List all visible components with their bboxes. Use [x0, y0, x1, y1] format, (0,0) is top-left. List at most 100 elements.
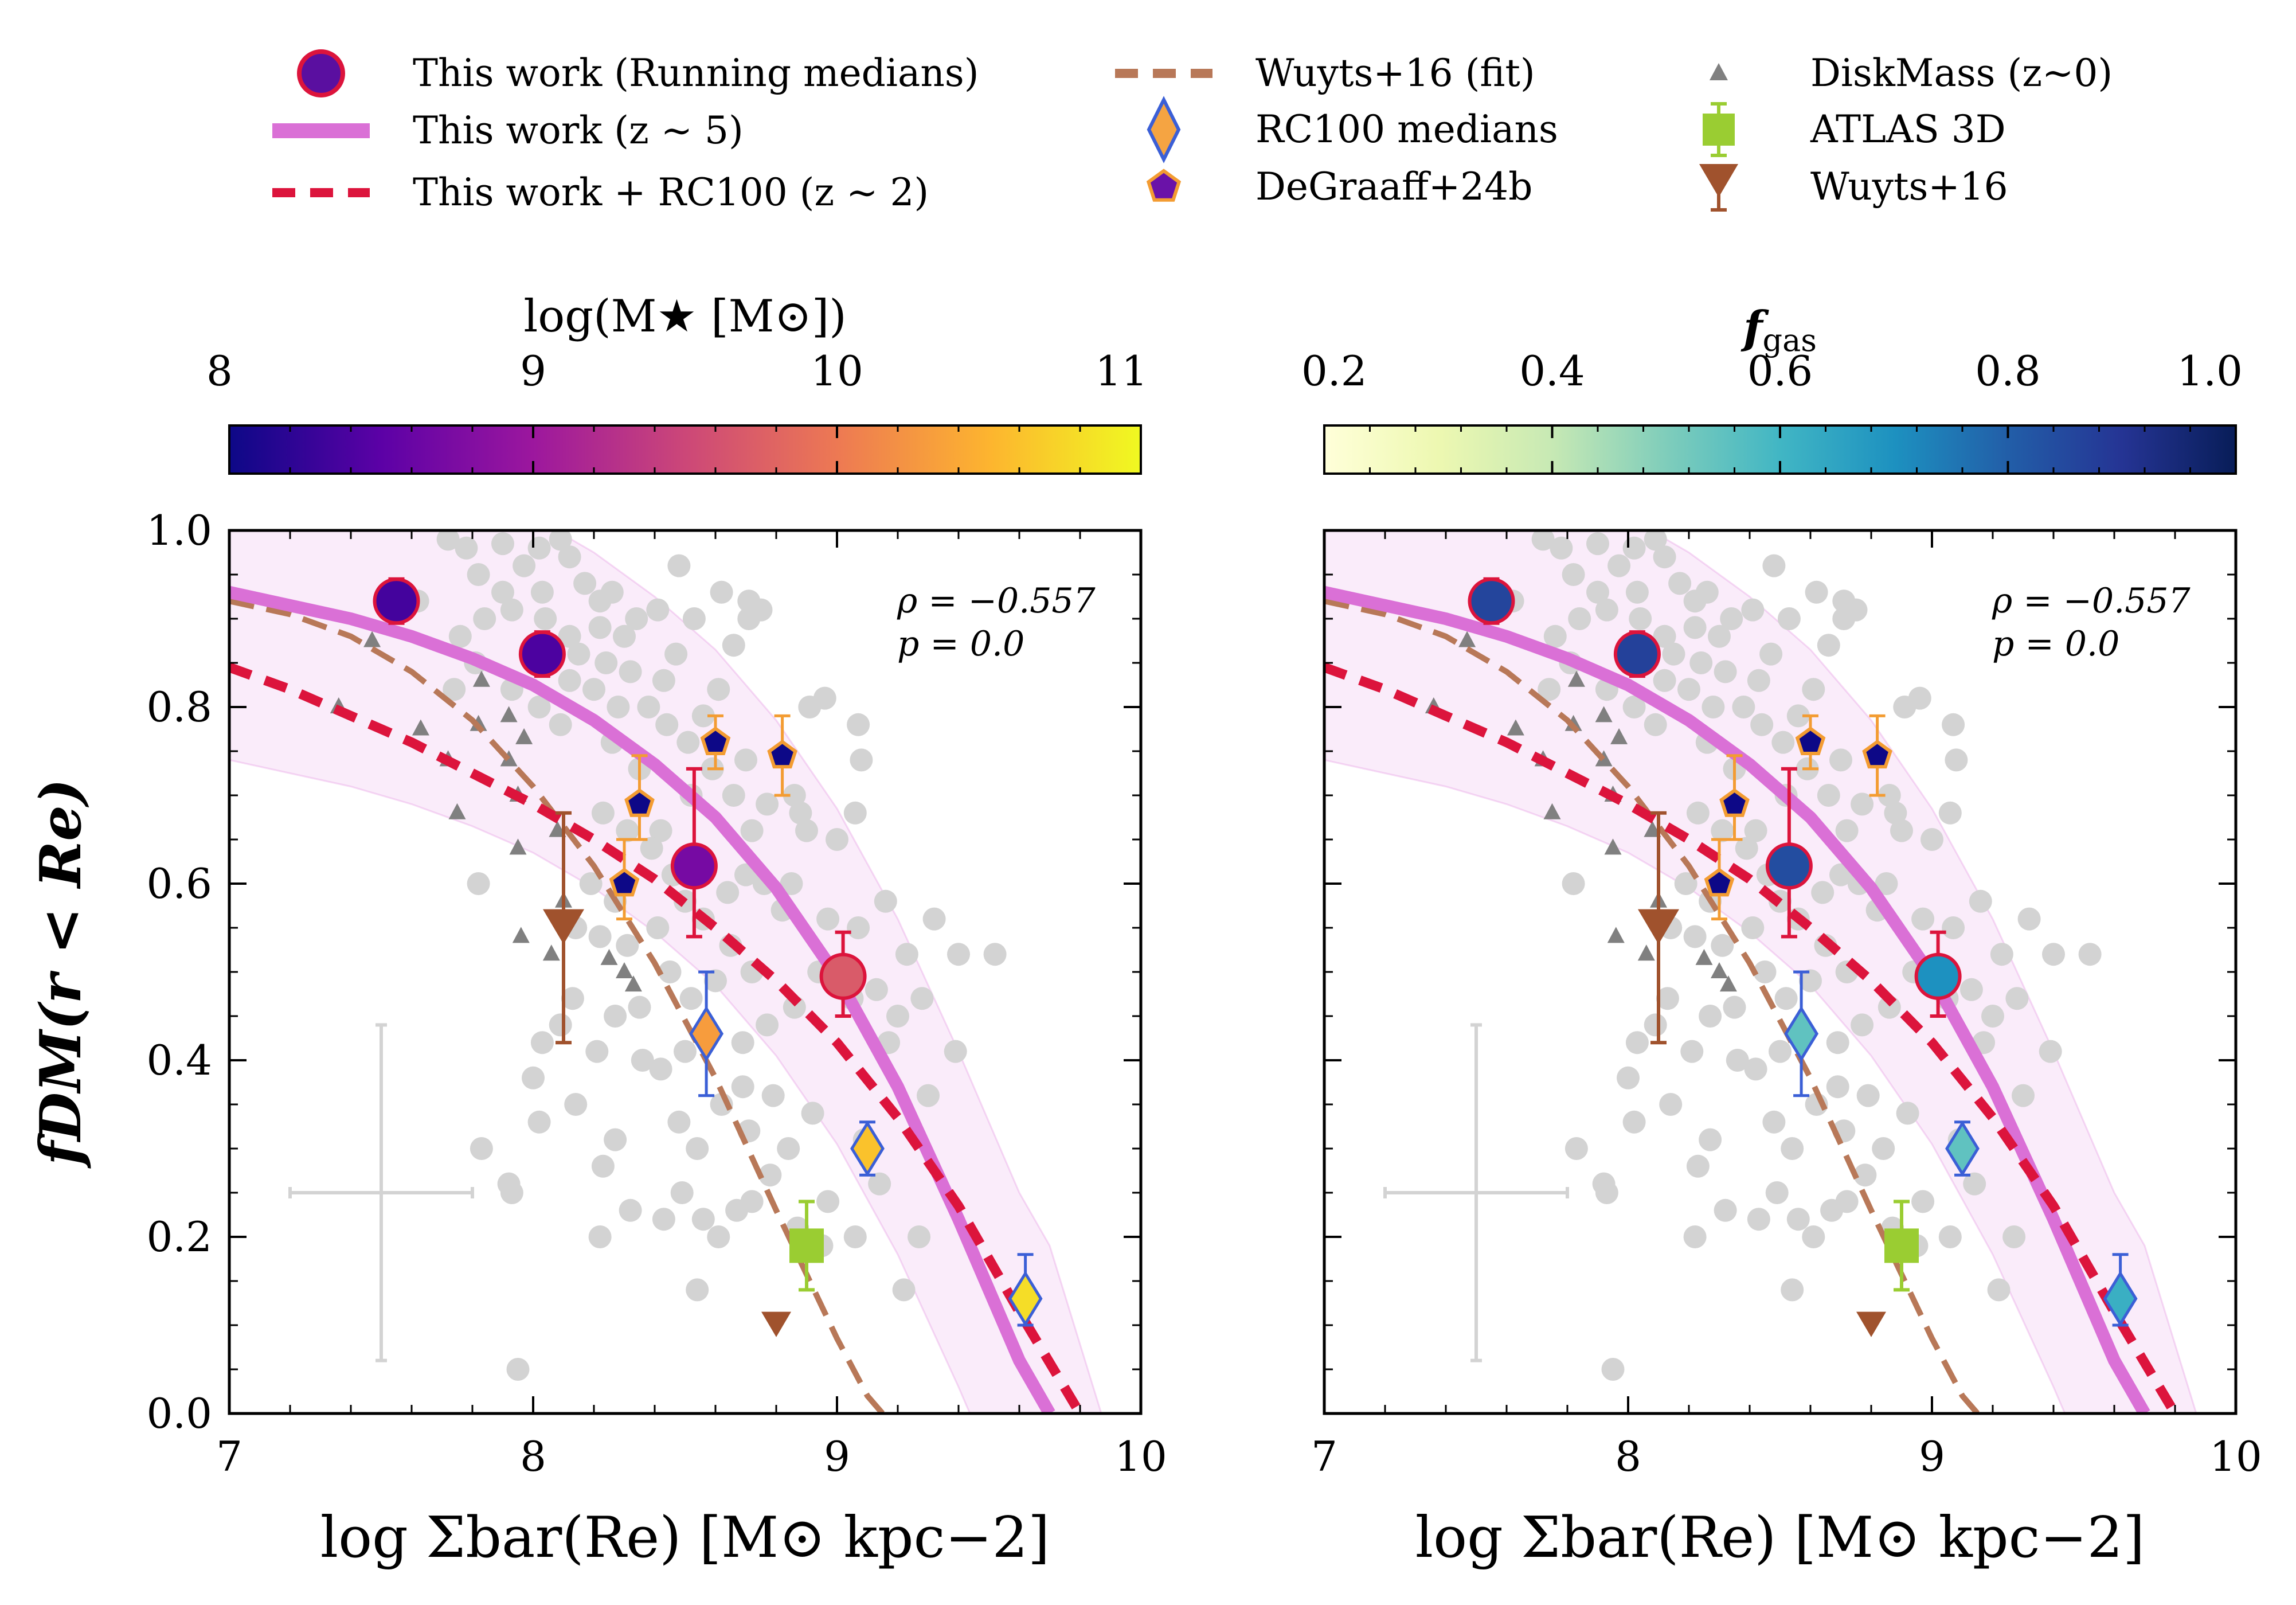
galaxy-point [707, 1225, 730, 1248]
galaxy-point [1744, 1057, 1767, 1081]
legend-item-z5: This work (z ∼ 5) [272, 108, 744, 153]
diskmass-point [509, 838, 527, 855]
galaxy-point [1829, 863, 1852, 887]
galaxy-point [1811, 881, 1835, 904]
galaxy-point [1832, 607, 1856, 630]
galaxy-point [664, 642, 688, 666]
galaxy-point [616, 819, 639, 842]
degraaff-point [767, 739, 797, 769]
legend-label: DeGraaff+24b [1255, 165, 1532, 209]
galaxy-point [868, 1172, 891, 1196]
galaxy-point [667, 554, 691, 577]
galaxy-point [780, 872, 803, 895]
colorbar-tick-label: 0.2 [1301, 347, 1367, 395]
galaxy-point [1686, 1154, 1710, 1178]
galaxy-point [1622, 696, 1646, 718]
x-tick-label: 7 [1311, 1432, 1337, 1481]
galaxy-point [1689, 651, 1713, 674]
correlation-rho: ρ = −0.557 [1992, 581, 2191, 621]
galaxy-point [667, 1110, 691, 1134]
degraaff-point [700, 726, 731, 755]
galaxy-point [549, 713, 572, 736]
diskmass-point [549, 821, 566, 837]
galaxy-point [1625, 1031, 1649, 1055]
galaxy-point [1744, 819, 1767, 842]
galaxy-point [1826, 1075, 1849, 1099]
colorbar-tick-label: 11 [1095, 347, 1148, 395]
galaxy-point [1786, 1208, 1810, 1231]
running-median-point [819, 952, 867, 1000]
galaxy-point [1938, 1225, 1962, 1248]
galaxy-point [579, 872, 603, 895]
galaxy-point [530, 1031, 554, 1055]
galaxy-point [886, 1005, 909, 1028]
galaxy-point [1601, 1358, 1625, 1381]
x-tick-label: 9 [824, 1432, 850, 1481]
galaxy-point [1625, 580, 1649, 604]
diskmass-point [1543, 803, 1561, 819]
galaxy-point [549, 1013, 572, 1037]
galaxy-point [1878, 995, 1901, 1019]
galaxy-point [1851, 792, 1874, 816]
galaxy-point [1872, 1137, 1895, 1160]
galaxy-point [500, 598, 523, 622]
galaxy-point [1695, 580, 1719, 604]
galaxy-point [789, 801, 812, 825]
galaxy-point [691, 704, 715, 728]
galaxy-point [1714, 1198, 1737, 1222]
galaxy-point [567, 642, 590, 666]
galaxy-point [1708, 624, 1731, 648]
galaxy-point [910, 987, 934, 1010]
legend-item-running_medians: This work (Running medians) [297, 49, 979, 97]
galaxy-point [1963, 1172, 1986, 1196]
galaxy-point [1771, 731, 1795, 754]
galaxy-point [591, 801, 615, 825]
rc100-point [2103, 1271, 2138, 1327]
galaxy-point [1607, 554, 1631, 577]
galaxy-point [2042, 943, 2065, 966]
degraaff-point [1719, 788, 1750, 817]
galaxy-point [850, 748, 873, 772]
colorbar-tick-label: 10 [811, 347, 863, 395]
galaxy-point [1629, 607, 1652, 630]
galaxy-point [1759, 642, 1783, 666]
legend-label: Wuyts+16 [1810, 165, 2008, 209]
galaxy-point [573, 572, 597, 595]
colorbar-tick-label: 0.4 [1519, 347, 1585, 395]
galaxy-point [1656, 987, 1679, 1010]
galaxy-point [1990, 943, 2013, 966]
galaxy-point [1699, 1128, 1722, 1151]
galaxy-point [1711, 819, 1734, 842]
diskmass-point [512, 927, 530, 943]
galaxy-point [691, 1208, 715, 1231]
legend-item-degraaff: DeGraaff+24b [1146, 165, 1532, 209]
galaxy-point [2002, 1225, 2026, 1248]
colorbar-tick-label: 0.8 [1975, 347, 2041, 395]
galaxy-point [1683, 616, 1707, 639]
galaxy-point [448, 624, 472, 648]
galaxy-point [1942, 916, 1965, 939]
wuyts16-point [1856, 1311, 1886, 1337]
galaxy-point [1562, 872, 1585, 895]
galaxy-point [1699, 1005, 1722, 1028]
galaxy-point [1750, 713, 1774, 736]
galaxy-point [1878, 784, 1901, 807]
galaxy-point [467, 563, 490, 586]
galaxy-point [813, 686, 836, 710]
galaxy-point [1969, 889, 1992, 913]
galaxy-point [534, 607, 557, 630]
wuyts-fit-line [229, 598, 885, 1413]
diskmass-point [542, 944, 560, 961]
galaxy-point [1586, 532, 1609, 556]
galaxy-point [1856, 1084, 1880, 1107]
running-median-point [373, 577, 420, 625]
galaxy-point [1817, 634, 1840, 657]
legend-label: This work (z ∼ 5) [413, 108, 744, 153]
galaxy-point [922, 907, 946, 931]
galaxy-point [734, 748, 757, 772]
galaxy-point [582, 678, 605, 701]
galaxy-point [1595, 598, 1618, 622]
rc100-point [850, 1120, 885, 1177]
legend-marker-triangle [1710, 63, 1728, 80]
